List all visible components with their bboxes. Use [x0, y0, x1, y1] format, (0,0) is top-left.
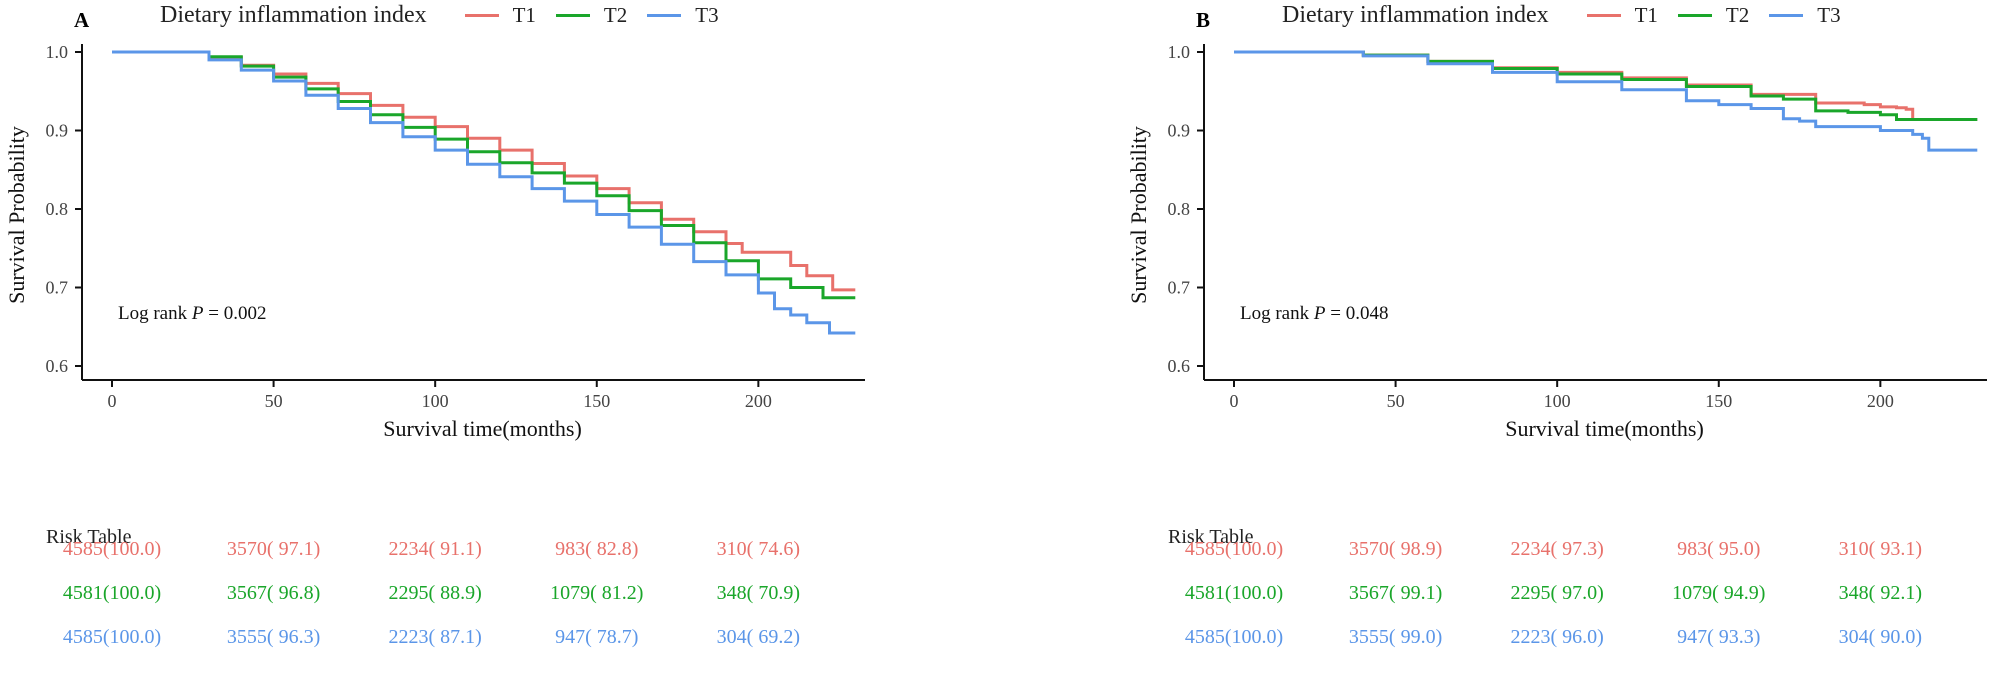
series-t1-line [112, 50, 856, 292]
x-axis-label: Survival time(months) [1505, 416, 1704, 441]
km-plot: 0.6 0.7 0.8 0.9 1.0 0 50 100 150 200 Survival time… [4, 42, 865, 441]
risk-cell-t3: 947( 78.7) [555, 626, 639, 648]
y-tick-label: 0.8 [46, 199, 69, 219]
log-rank-annotation: Log rank P = 0.002 [118, 303, 266, 324]
legend-label-t3: T3 [1817, 3, 1841, 27]
y-axis-label: Survival Probability [4, 126, 29, 304]
risk-cell-t2: 1079( 94.9) [1672, 582, 1766, 604]
panel-label: B [1196, 8, 1211, 32]
legend-title: Dietary inflammation index [1282, 2, 1549, 28]
legend-swatch-t1 [1586, 14, 1621, 17]
legend-item-t3: T3 [647, 3, 719, 28]
risk-cell-t1: 4585(100.0) [62, 538, 162, 560]
legend-item-t1: T1 [1586, 3, 1658, 28]
y-tick-label: 0.6 [46, 356, 69, 376]
x-tick-label: 200 [745, 391, 772, 411]
risk-cell-t2: 3567( 96.8) [226, 582, 321, 604]
legend-swatch-t2 [1677, 14, 1712, 17]
legend: Dietary inflammation index T1 T2 T3 [160, 2, 739, 29]
risk-cell-t2: 348( 70.9) [716, 582, 801, 604]
x-tick-label: 100 [422, 391, 449, 411]
series-t3-line [1234, 50, 1978, 152]
x-tick-label: 150 [1705, 391, 1732, 411]
panel-label: A [74, 8, 90, 32]
legend-label-t1: T1 [1634, 3, 1658, 27]
x-tick-label: 0 [1230, 391, 1239, 411]
legend-item-t2: T2 [555, 3, 628, 28]
risk-cell-t1: 2234( 97.3) [1510, 538, 1604, 560]
legend-title: Dietary inflammation index [160, 2, 427, 28]
legend: Dietary inflammation index T1 T2 T3 [1282, 2, 1861, 29]
legend-label-t3: T3 [695, 3, 719, 27]
legend-item-t1: T1 [464, 3, 536, 28]
legend-swatch-t1 [464, 14, 499, 17]
x-tick-label: 200 [1867, 391, 1894, 411]
risk-cell-t1: 3570( 98.9) [1348, 538, 1443, 560]
risk-cell-t2: 4581(100.0) [62, 582, 162, 604]
risk-table-title: Risk Table [46, 526, 132, 548]
risk-cell-t1: 3570( 97.1) [226, 538, 321, 560]
risk-cell-t2: 2295( 88.9) [388, 582, 482, 604]
x-tick-label: 50 [265, 391, 283, 411]
legend-label-t2: T2 [1725, 3, 1750, 27]
risk-cell-t2: 1079( 81.2) [550, 582, 644, 604]
risk-cell-t1: 310( 74.6) [716, 538, 801, 560]
risk-cell-t3: 2223( 96.0) [1510, 626, 1604, 648]
risk-cell-t2: 3567( 99.1) [1348, 582, 1443, 604]
y-tick-label: 0.7 [1168, 278, 1191, 298]
legend-item-t2: T2 [1677, 3, 1750, 28]
y-tick-label: 1.0 [46, 42, 69, 62]
risk-cell-t3: 304( 69.2) [716, 626, 801, 648]
risk-cell-t3: 947( 93.3) [1677, 626, 1761, 648]
y-tick-label: 0.9 [1168, 121, 1191, 141]
risk-cell-t3: 4585(100.0) [62, 626, 162, 648]
risk-cell-t1: 2234( 91.1) [388, 538, 482, 560]
risk-table-title: Risk Table [1168, 526, 1254, 548]
x-tick-label: 0 [108, 391, 117, 411]
x-axis-label: Survival time(months) [383, 416, 582, 441]
y-tick-label: 0.6 [1168, 356, 1191, 376]
series-t2-line [112, 50, 856, 300]
series-t3-line [112, 50, 856, 335]
risk-cell-t3: 3555( 96.3) [226, 626, 321, 648]
km-plot: 0.6 0.7 0.8 0.9 1.0 0 50 100 150 200 Survival time… [1126, 42, 1987, 441]
risk-cell-t2: 4581(100.0) [1184, 582, 1284, 604]
log-rank-annotation: Log rank P = 0.048 [1240, 303, 1388, 324]
risk-cell-t1: 983( 95.0) [1677, 538, 1761, 560]
risk-cell-t1: 983( 82.8) [555, 538, 639, 560]
panel-a: A Dietary inflammation index T1 T2 T3 0.… [0, 0, 980, 676]
risk-cell-t3: 4585(100.0) [1184, 626, 1284, 648]
risk-cell-t2: 348( 92.1) [1838, 582, 1923, 604]
y-tick-label: 0.9 [46, 121, 69, 141]
risk-cell-t3: 304( 90.0) [1838, 626, 1923, 648]
risk-cell-t3: 3555( 99.0) [1348, 626, 1443, 648]
y-tick-label: 1.0 [1168, 42, 1191, 62]
legend-label-t2: T2 [603, 3, 628, 27]
legend-swatch-t3 [1769, 14, 1804, 17]
x-tick-label: 150 [583, 391, 610, 411]
series-t1-line [1234, 50, 1978, 121]
panel-b: B Dietary inflammation index T1 T2 T3 0.… [1122, 0, 1990, 676]
legend-swatch-t3 [647, 14, 682, 17]
x-tick-label: 100 [1544, 391, 1571, 411]
legend-swatch-t2 [555, 14, 590, 17]
y-axis-label: Survival Probability [1126, 126, 1151, 304]
x-tick-label: 50 [1387, 391, 1405, 411]
legend-label-t1: T1 [512, 3, 536, 27]
series-t2-line [1234, 50, 1978, 121]
legend-item-t3: T3 [1769, 3, 1841, 28]
risk-cell-t1: 310( 93.1) [1838, 538, 1923, 560]
y-tick-label: 0.7 [46, 278, 69, 298]
risk-cell-t2: 2295( 97.0) [1510, 582, 1604, 604]
y-tick-label: 0.8 [1168, 199, 1191, 219]
risk-cell-t1: 4585(100.0) [1184, 538, 1284, 560]
risk-cell-t3: 2223( 87.1) [388, 626, 482, 648]
